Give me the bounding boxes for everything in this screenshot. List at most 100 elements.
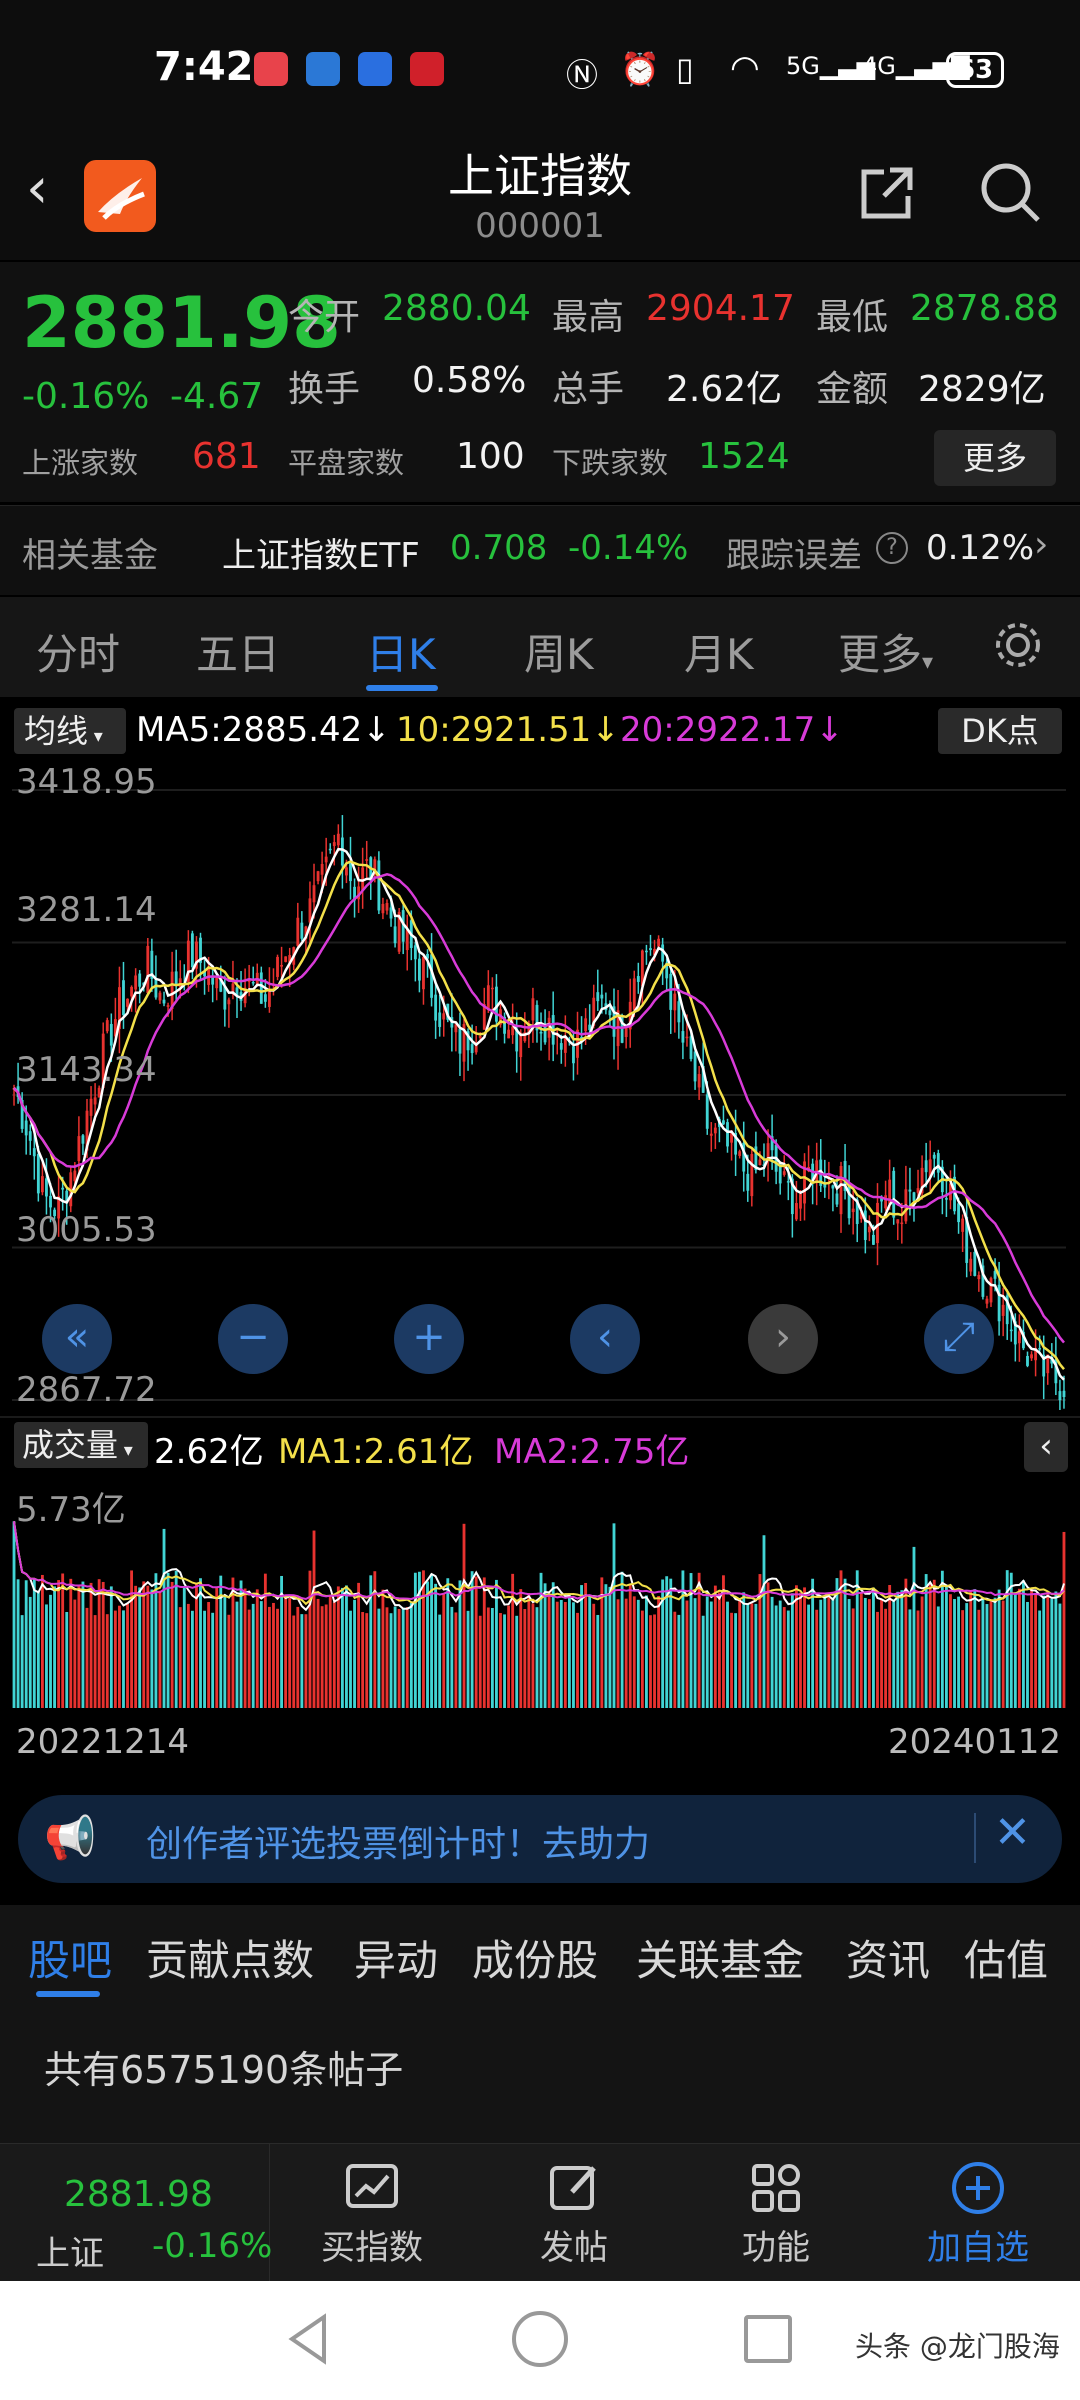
volume-bar	[182, 1585, 186, 1708]
tab-movement[interactable]: 异动	[354, 1936, 439, 1985]
search-icon[interactable]	[976, 158, 1046, 232]
tab-monthly-k[interactable]: 月K	[684, 630, 754, 679]
candle-body	[722, 1120, 725, 1125]
collapse-panel-icon[interactable]: ‹	[1024, 1422, 1068, 1472]
tab-forum[interactable]: 股吧	[28, 1936, 113, 1985]
back-icon[interactable]: ‹	[26, 156, 49, 221]
close-icon[interactable]: ✕	[994, 1807, 1031, 1858]
ma20-text: 20:2922.17	[620, 710, 816, 750]
candle-body	[32, 1148, 36, 1157]
candle-body	[799, 1193, 802, 1209]
candle-body	[969, 1258, 973, 1272]
volume-bar	[867, 1599, 871, 1708]
scroll-left-icon[interactable]: ‹	[570, 1304, 640, 1374]
volume-bar	[304, 1614, 308, 1708]
tab-weekly-k[interactable]: 周K	[524, 630, 594, 679]
volume-indicator-selector[interactable]: 成交量 ▾	[14, 1422, 148, 1468]
candle-body	[474, 1042, 478, 1053]
volume-bar	[815, 1609, 819, 1708]
nav-add-watchlist[interactable]: 加自选	[888, 2144, 1068, 2282]
tab-intraday[interactable]: 分时	[36, 630, 121, 679]
volume-bar	[969, 1591, 973, 1708]
candle-body	[932, 1154, 936, 1159]
notice-banner[interactable]: 📢 创作者评选投票倒计时！去助力 ✕	[18, 1795, 1062, 1883]
volume-bar	[872, 1587, 875, 1708]
candle-body	[1017, 1331, 1021, 1344]
flat-count: 100	[456, 436, 525, 477]
candle-body	[186, 940, 190, 982]
down-count: 1524	[698, 436, 790, 477]
fund-name: 上证指数ETF	[222, 536, 420, 576]
candle-body	[1030, 1354, 1033, 1359]
volume-bar	[547, 1595, 551, 1708]
zoom-out-icon[interactable]: −	[218, 1304, 288, 1374]
volume-bar	[519, 1589, 523, 1708]
help-icon[interactable]: ?	[876, 532, 908, 564]
candle-body	[697, 1074, 701, 1088]
volume-bar	[118, 1605, 121, 1708]
ma5-text: MA5:2885.42	[136, 710, 363, 750]
notice-text[interactable]: 创作者评选投票倒计时！去助力	[146, 1824, 651, 1865]
kline-chart-area[interactable]: 均线 ▾ MA5:2885.42↓ 10:2921.51↓ 20:2922.17…	[0, 700, 1080, 1775]
battery-level: 63	[956, 55, 994, 85]
back-triangle-icon[interactable]	[280, 2309, 336, 2373]
share-icon[interactable]	[854, 160, 920, 230]
more-button[interactable]: 更多	[934, 430, 1056, 486]
tab-contribution[interactable]: 贡献点数	[146, 1936, 315, 1985]
dk-point-button[interactable]: DK点	[938, 708, 1062, 754]
volume-bar	[284, 1595, 288, 1708]
volume-bar	[790, 1593, 794, 1708]
candle-body	[580, 1037, 583, 1039]
tab-news[interactable]: 资讯	[846, 1936, 931, 1985]
nav-post[interactable]: 发帖	[484, 2144, 664, 2282]
tab-more[interactable]: 更多▾	[838, 621, 933, 682]
ma5-line	[13, 847, 1065, 1381]
volume-bar	[247, 1609, 251, 1708]
indicator-selector[interactable]: 均线 ▾	[14, 708, 126, 754]
candle-body	[503, 1016, 506, 1034]
volume-bar	[320, 1606, 324, 1708]
nav-buy-index[interactable]: 买指数	[282, 2144, 462, 2282]
related-fund-row[interactable]: 相关基金 上证指数ETF 0.708 -0.14% 跟踪误差 ? 0.12% ›	[0, 505, 1080, 595]
tab-constituents[interactable]: 成份股	[472, 1936, 599, 1985]
volume-bar	[478, 1615, 482, 1708]
volume-bar	[486, 1607, 490, 1708]
app-notification-icon	[306, 52, 340, 86]
candle-body	[624, 1025, 628, 1038]
volume-bar	[1050, 1598, 1054, 1708]
low-value: 2878.88	[910, 288, 1059, 329]
volume-bar	[551, 1582, 555, 1708]
nav-functions[interactable]: 功能	[686, 2144, 866, 2282]
network-label: 5G	[786, 52, 820, 80]
volume-bar	[616, 1599, 620, 1708]
scroll-left-fast-icon[interactable]: «	[42, 1304, 112, 1374]
scroll-right-icon[interactable]: ›	[748, 1304, 818, 1374]
zoom-in-icon[interactable]: +	[394, 1304, 464, 1374]
candlestick-chart[interactable]	[0, 760, 1080, 1410]
candle-body	[1046, 1354, 1050, 1374]
signal-5g-icon: 5G▁▃▅	[786, 52, 876, 80]
recents-square-icon[interactable]	[744, 2315, 792, 2363]
candle-body	[867, 1226, 871, 1233]
volume-bar	[495, 1579, 498, 1708]
volume-bar	[722, 1575, 725, 1708]
volume-bar	[795, 1585, 798, 1708]
tab-five-day[interactable]: 五日	[196, 630, 281, 679]
tab-related-funds[interactable]: 关联基金	[636, 1936, 805, 1985]
tab-valuation[interactable]: 估值	[964, 1936, 1049, 1985]
settings-gear-icon[interactable]	[990, 617, 1046, 677]
volume-chart[interactable]	[0, 1478, 1080, 1714]
candle-body	[1013, 1321, 1017, 1345]
candle-body	[361, 867, 365, 891]
index-code: 000001	[475, 206, 605, 246]
tab-daily-k[interactable]: 日K	[366, 630, 436, 679]
mini-quote[interactable]: 2881.98 上证 -0.16%	[0, 2144, 272, 2282]
volume-bar	[892, 1599, 896, 1708]
volume-bar	[876, 1611, 879, 1708]
high-label: 最高	[552, 297, 625, 338]
volume-bar	[770, 1596, 774, 1708]
fullscreen-icon[interactable]: ⤢	[924, 1304, 994, 1374]
open-label: 今开	[288, 297, 361, 338]
home-circle-icon[interactable]	[512, 2311, 568, 2367]
volume-bar	[16, 1579, 20, 1708]
